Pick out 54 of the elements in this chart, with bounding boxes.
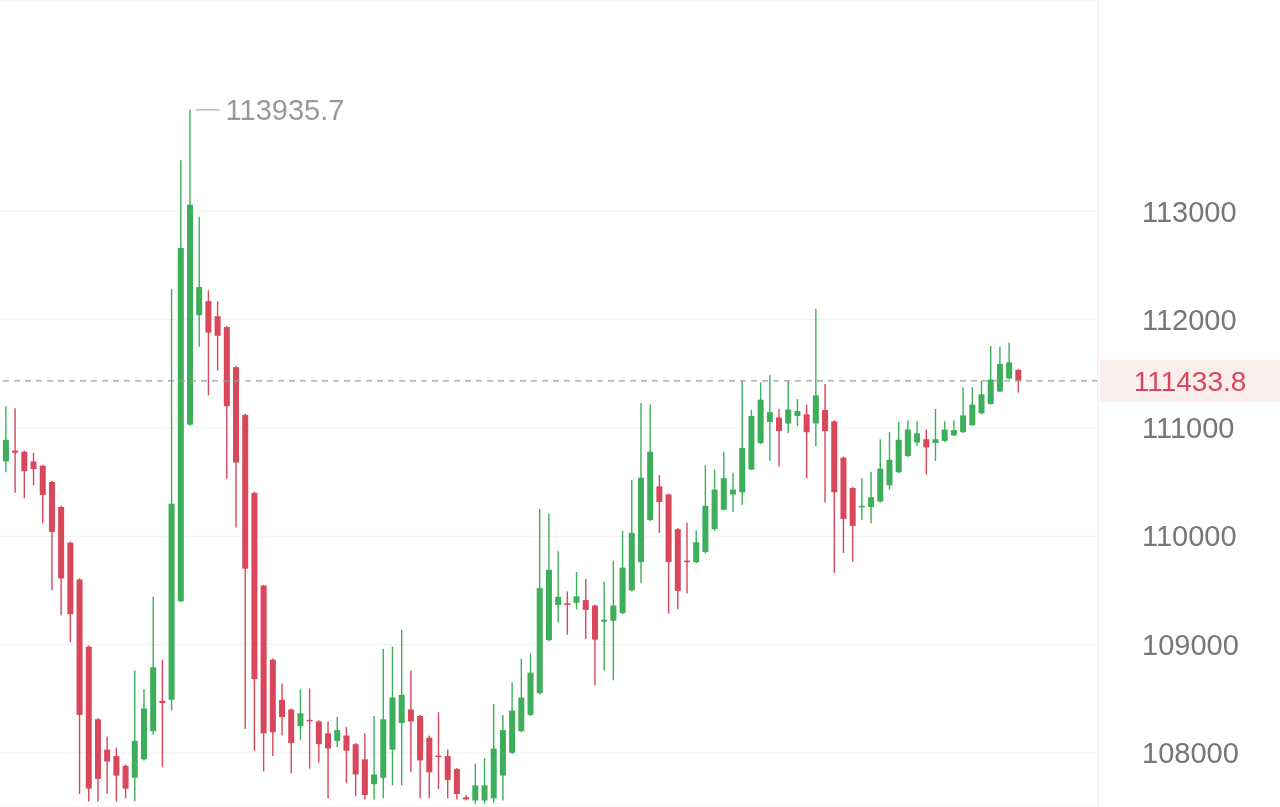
candlestick [978, 380, 985, 416]
ref-line-label: 111433.8 [1133, 365, 1247, 397]
candlestick [279, 682, 286, 737]
candlestick [21, 449, 28, 499]
candlestick [297, 688, 304, 741]
candlestick [923, 428, 930, 476]
candlestick [463, 794, 470, 802]
candlestick [30, 452, 37, 486]
y-tick-label: 109000 [1142, 628, 1239, 661]
candlestick [481, 757, 488, 805]
candlestick [794, 398, 801, 427]
candlestick [12, 407, 19, 494]
y-tick-label: 108000 [1142, 737, 1239, 770]
candlestick [113, 746, 120, 803]
candlestick [1015, 368, 1022, 394]
candlestick [325, 720, 332, 800]
candlestick [914, 420, 921, 447]
candlestick [122, 764, 129, 800]
y-tick-label: 113000 [1142, 195, 1237, 228]
candlestick [315, 719, 322, 764]
candlestick [776, 408, 783, 468]
candlestick [822, 383, 829, 504]
candlestick [932, 408, 939, 462]
candlestick [214, 300, 221, 372]
candlestick [343, 726, 350, 784]
candlestick [159, 658, 166, 768]
candlestick [104, 735, 111, 795]
candlestick [785, 380, 792, 434]
candlestick [766, 374, 773, 462]
candlestick [444, 748, 451, 800]
candlestick [610, 559, 617, 681]
y-tick-label: 111000 [1142, 412, 1235, 445]
candlestick [564, 590, 571, 636]
candlestick [693, 529, 700, 564]
candlestick [601, 580, 608, 672]
candlestick [582, 578, 589, 640]
candlestick [1006, 342, 1013, 380]
y-tick-label: 112000 [1142, 303, 1237, 336]
candlestick [868, 471, 875, 524]
annotation: 113935.7 [225, 93, 345, 126]
candlestick [803, 403, 810, 479]
candlestick [969, 386, 976, 427]
candlestick [656, 474, 663, 534]
candlestick [407, 669, 414, 774]
candlestick [371, 715, 378, 801]
candlestick [960, 386, 967, 434]
candlestick [950, 419, 957, 437]
candlestick [334, 716, 341, 748]
candlestick [2, 405, 9, 473]
candlestick [472, 762, 479, 805]
candlestick [941, 420, 948, 443]
candlestick [573, 571, 580, 611]
y-tick-label: 110000 [1142, 520, 1237, 553]
candlestick [555, 550, 562, 624]
